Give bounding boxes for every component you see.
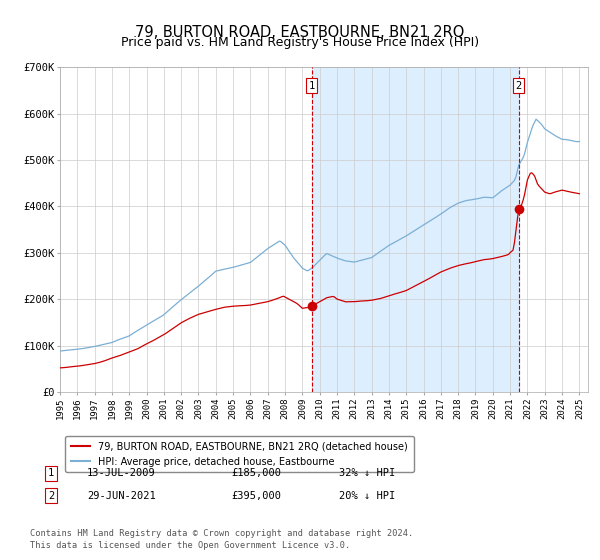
Text: Contains HM Land Registry data © Crown copyright and database right 2024.
This d: Contains HM Land Registry data © Crown c… bbox=[30, 529, 413, 550]
Text: £185,000: £185,000 bbox=[231, 468, 281, 478]
Text: Price paid vs. HM Land Registry's House Price Index (HPI): Price paid vs. HM Land Registry's House … bbox=[121, 36, 479, 49]
Text: 1: 1 bbox=[308, 81, 315, 91]
Text: £395,000: £395,000 bbox=[231, 491, 281, 501]
Text: 32% ↓ HPI: 32% ↓ HPI bbox=[339, 468, 395, 478]
Text: 2: 2 bbox=[515, 81, 522, 91]
Text: 79, BURTON ROAD, EASTBOURNE, BN21 2RQ: 79, BURTON ROAD, EASTBOURNE, BN21 2RQ bbox=[136, 25, 464, 40]
Text: 20% ↓ HPI: 20% ↓ HPI bbox=[339, 491, 395, 501]
Legend: 79, BURTON ROAD, EASTBOURNE, BN21 2RQ (detached house), HPI: Average price, deta: 79, BURTON ROAD, EASTBOURNE, BN21 2RQ (d… bbox=[65, 436, 413, 473]
Text: 1: 1 bbox=[48, 468, 54, 478]
Bar bbox=[312, 67, 518, 392]
Text: 2: 2 bbox=[48, 491, 54, 501]
Text: 13-JUL-2009: 13-JUL-2009 bbox=[87, 468, 156, 478]
Text: 29-JUN-2021: 29-JUN-2021 bbox=[87, 491, 156, 501]
